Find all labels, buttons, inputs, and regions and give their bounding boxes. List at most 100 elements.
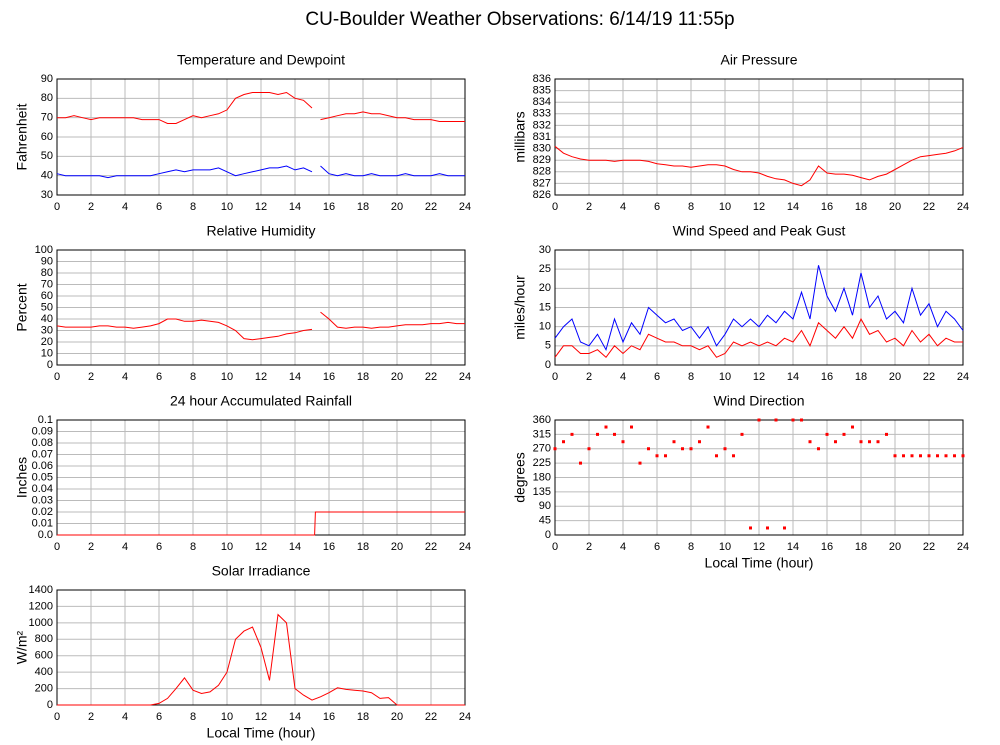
x-tick-label: 24 [957, 201, 969, 213]
point [817, 447, 820, 451]
x-tick-label: 18 [357, 371, 369, 383]
x-tick-label: 12 [255, 541, 267, 553]
x-tick-label: 6 [156, 541, 162, 553]
y-tick-label: 0 [545, 359, 551, 371]
x-tick-label: 2 [88, 541, 94, 553]
y-axis-label: millibars [512, 111, 528, 162]
x-tick-label: 10 [221, 541, 233, 553]
x-tick-label: 22 [425, 201, 437, 213]
x-tick-label: 18 [855, 201, 867, 213]
x-tick-label: 12 [753, 201, 765, 213]
y-tick-label: 1200 [29, 600, 53, 612]
x-tick-label: 24 [957, 541, 969, 553]
x-tick-label: 14 [289, 711, 301, 723]
point [808, 440, 812, 444]
point [876, 440, 880, 444]
y-tick-label: 400 [35, 666, 53, 678]
x-tick-label: 2 [586, 541, 592, 553]
y-tick-label: 135 [533, 486, 551, 498]
y-tick-label: 829 [533, 154, 551, 166]
point [596, 432, 599, 436]
point [723, 447, 727, 451]
series-line [554, 317, 963, 359]
x-tick-label: 18 [855, 541, 867, 553]
y-tick-label: 0.04 [32, 483, 53, 495]
x-axis-label: Local Time (hour) [705, 555, 814, 571]
series-line [57, 511, 465, 536]
page-title: CU-Boulder Weather Observations: 6/14/19… [305, 9, 734, 30]
y-tick-label: 826 [533, 189, 551, 201]
x-tick-label: 0 [552, 201, 558, 213]
point [570, 432, 574, 436]
point [664, 454, 667, 458]
y-axis-label: Inches [14, 457, 30, 498]
y-tick-label: 270 [533, 443, 551, 455]
x-tick-label: 20 [391, 201, 403, 213]
x-tick-label: 22 [425, 711, 437, 723]
x-tick-label: 14 [787, 201, 799, 213]
y-tick-label: 1400 [29, 584, 53, 596]
y-axis-label: degrees [512, 452, 528, 503]
point [706, 425, 710, 429]
y-tick-label: 0 [47, 359, 53, 371]
y-axis-label: miles/hour [512, 275, 528, 340]
point [579, 461, 582, 465]
point [868, 440, 871, 444]
y-tick-label: 0.05 [32, 471, 53, 483]
x-tick-label: 6 [654, 541, 660, 553]
x-tick-label: 6 [156, 371, 162, 383]
x-tick-label: 8 [688, 201, 694, 213]
x-tick-label: 16 [323, 371, 335, 383]
y-tick-label: 50 [41, 150, 53, 162]
y-tick-label: 827 [533, 177, 551, 189]
x-tick-label: 22 [923, 201, 935, 213]
series-line [554, 265, 964, 352]
y-tick-label: 0.09 [32, 425, 53, 437]
point [766, 526, 769, 530]
x-tick-label: 22 [425, 371, 437, 383]
point [689, 447, 693, 451]
y-tick-label: 90 [41, 255, 53, 267]
series-line [57, 613, 465, 706]
y-tick-label: 40 [41, 313, 53, 325]
x-tick-label: 14 [289, 541, 301, 553]
x-tick-label: 4 [620, 201, 626, 213]
point [834, 440, 837, 444]
y-tick-label: 0.03 [32, 494, 53, 506]
x-tick-label: 4 [122, 541, 128, 553]
x-tick-label: 12 [753, 371, 765, 383]
x-tick-label: 20 [391, 371, 403, 383]
x-tick-label: 20 [889, 201, 901, 213]
point [740, 432, 744, 436]
chart-title: Solar Irradiance [212, 563, 311, 579]
series-line [56, 165, 465, 179]
y-tick-label: 70 [41, 278, 53, 290]
y-tick-label: 0.08 [32, 437, 53, 449]
y-axis-label: Percent [14, 283, 30, 331]
x-tick-label: 16 [323, 541, 335, 553]
point [936, 454, 939, 458]
y-tick-label: 25 [539, 263, 551, 275]
plot-frame [554, 78, 964, 196]
point [851, 425, 854, 429]
point [630, 425, 633, 429]
y-tick-label: 360 [533, 414, 551, 426]
x-tick-label: 16 [821, 201, 833, 213]
x-tick-label: 8 [190, 201, 196, 213]
y-tick-label: 80 [41, 267, 53, 279]
plot-frame [554, 249, 964, 366]
y-tick-label: 60 [41, 290, 53, 302]
point [587, 447, 591, 451]
chart-title: Relative Humidity [207, 223, 316, 239]
y-tick-label: 60 [41, 131, 53, 143]
y-tick-label: 100 [35, 244, 53, 256]
point [800, 418, 803, 422]
y-tick-label: 315 [533, 428, 551, 440]
x-tick-label: 14 [289, 201, 301, 213]
point [919, 454, 922, 458]
y-tick-label: 225 [533, 457, 551, 469]
point [842, 432, 846, 436]
x-tick-label: 24 [459, 711, 471, 723]
y-tick-label: 600 [35, 650, 53, 662]
x-tick-label: 0 [54, 541, 60, 553]
